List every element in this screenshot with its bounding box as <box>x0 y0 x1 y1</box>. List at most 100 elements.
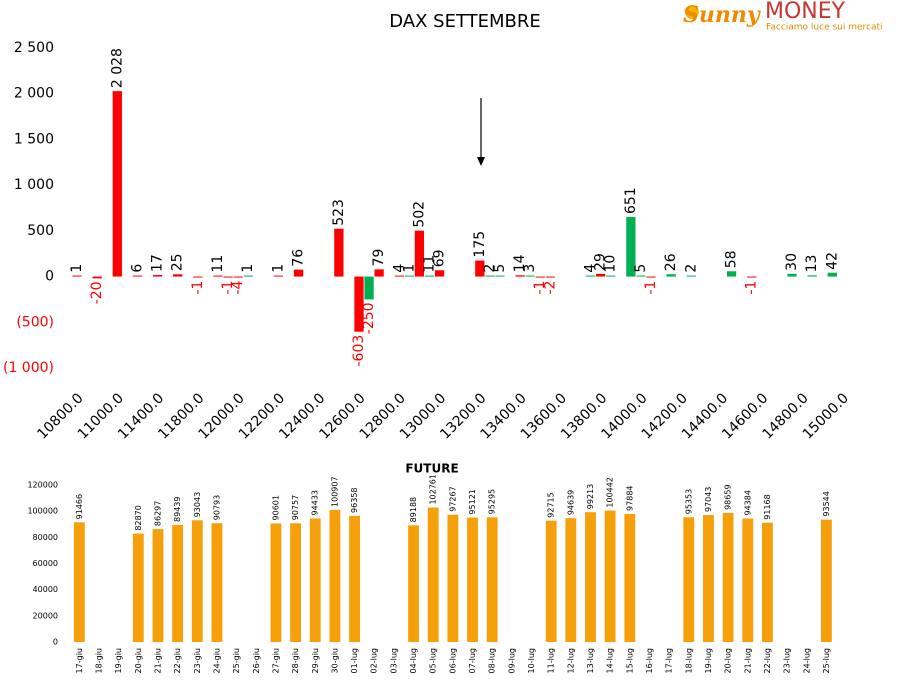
x-tick-label: 25-lug <box>822 648 831 673</box>
bar <box>606 275 616 277</box>
value-label: 2 028 <box>109 48 125 88</box>
value-label: 97043 <box>704 487 713 512</box>
value-label: 11 <box>421 255 437 273</box>
value-label: 95353 <box>684 489 693 514</box>
value-label: 10 <box>603 255 619 273</box>
value-label: 25 <box>170 253 186 271</box>
arrow-head <box>477 157 485 166</box>
x-tick-label: 10-lug <box>527 648 536 673</box>
bar <box>193 276 203 278</box>
value-label: -1 <box>190 281 206 295</box>
bar <box>243 275 253 277</box>
value-label: 95295 <box>488 489 497 514</box>
bar <box>626 217 636 277</box>
value-label: 14 <box>512 254 528 272</box>
value-label: 79 <box>371 249 387 267</box>
bar <box>787 273 797 277</box>
y-tick-label: 1 000 <box>14 177 54 193</box>
value-label: 17 <box>150 254 166 272</box>
bar <box>525 275 535 277</box>
x-tick-label: 18-giu <box>94 648 103 673</box>
x-tick-label: 19-lug <box>704 648 713 673</box>
value-label: 82870 <box>134 505 143 530</box>
value-label: 89439 <box>173 497 182 522</box>
bar <box>686 275 696 277</box>
x-tick-label: 12-lug <box>566 648 575 673</box>
value-label: -1 <box>532 281 548 295</box>
x-tick-label: 07-lug <box>468 648 477 673</box>
x-tick-label: 14-lug <box>606 648 615 673</box>
y-tick-label: (1 000) <box>3 360 54 376</box>
bar <box>565 518 577 642</box>
value-label: 94433 <box>311 490 320 515</box>
y-tick-label: 500 <box>27 223 54 239</box>
x-tick-label: 05-lug <box>429 648 438 673</box>
x-tick-label: 22-giu <box>173 648 182 673</box>
bar <box>270 523 282 642</box>
x-tick-label: 25-giu <box>232 648 241 673</box>
value-label: 1 <box>240 264 256 273</box>
y-tick-label: 120000 <box>27 481 58 490</box>
bar <box>585 275 596 277</box>
x-tick-label: 09-lug <box>507 648 516 673</box>
y-tick-label: 20000 <box>33 611 58 620</box>
value-label: -4 <box>230 280 246 294</box>
logo: Sunny MONEY Facciamo luce sui mercati <box>683 0 883 33</box>
bar <box>293 269 304 277</box>
y-tick-label: (500) <box>16 314 54 330</box>
bar <box>427 507 439 642</box>
value-label: 58 <box>724 250 740 268</box>
value-label: -1 <box>643 281 659 295</box>
bar <box>475 260 485 277</box>
value-label: 100442 <box>606 477 615 508</box>
bar <box>309 518 321 642</box>
bar <box>762 522 773 642</box>
value-label: 13 <box>804 255 820 273</box>
x-tick-label: 29-giu <box>311 648 320 673</box>
y-tick-label: 40000 <box>33 585 58 594</box>
value-label: 26 <box>663 253 679 271</box>
y-tick-label: 60000 <box>33 559 58 568</box>
value-label: 29 <box>593 253 609 271</box>
bar <box>703 515 714 642</box>
bar <box>722 512 734 642</box>
value-label: 1 <box>270 264 286 273</box>
bar <box>545 520 557 642</box>
value-label: 99213 <box>586 484 595 509</box>
value-label: 523 <box>331 199 347 226</box>
value-label: 98659 <box>724 484 733 509</box>
bar <box>73 522 85 642</box>
value-label: 1 <box>401 264 417 273</box>
bar <box>354 276 364 332</box>
bar <box>211 523 223 642</box>
y-tick-label: 0 <box>53 638 58 647</box>
value-label: 91466 <box>75 494 84 519</box>
annotation-arrow <box>477 98 485 166</box>
value-label: 102761 <box>429 474 438 505</box>
bar <box>404 275 414 277</box>
value-label: 651 <box>623 187 639 214</box>
bar <box>132 275 143 277</box>
bar <box>273 275 284 277</box>
x-tick-label: 16-lug <box>645 648 654 673</box>
y-tick-label: 2 500 <box>14 40 54 56</box>
value-label: 502 <box>411 201 427 228</box>
x-tick-label: 15-lug <box>625 648 634 673</box>
value-label: 30 <box>784 253 800 271</box>
value-label: 69 <box>432 249 448 267</box>
logo-sun <box>685 5 699 19</box>
bar <box>434 270 445 277</box>
value-label: 76 <box>291 249 307 267</box>
x-tick-label: 23-lug <box>783 648 792 673</box>
bar <box>624 513 636 642</box>
y-tick-label: 1 500 <box>14 131 54 147</box>
value-label: 86297 <box>153 501 162 526</box>
y-tick-label: 80000 <box>33 533 58 542</box>
value-label: 94639 <box>566 490 575 515</box>
bar <box>666 274 676 277</box>
value-label: 5 <box>633 264 649 273</box>
value-label: -1 <box>220 281 236 295</box>
x-tick-label: 01-lug <box>350 648 359 673</box>
x-tick-label: 21-giu <box>153 648 162 673</box>
